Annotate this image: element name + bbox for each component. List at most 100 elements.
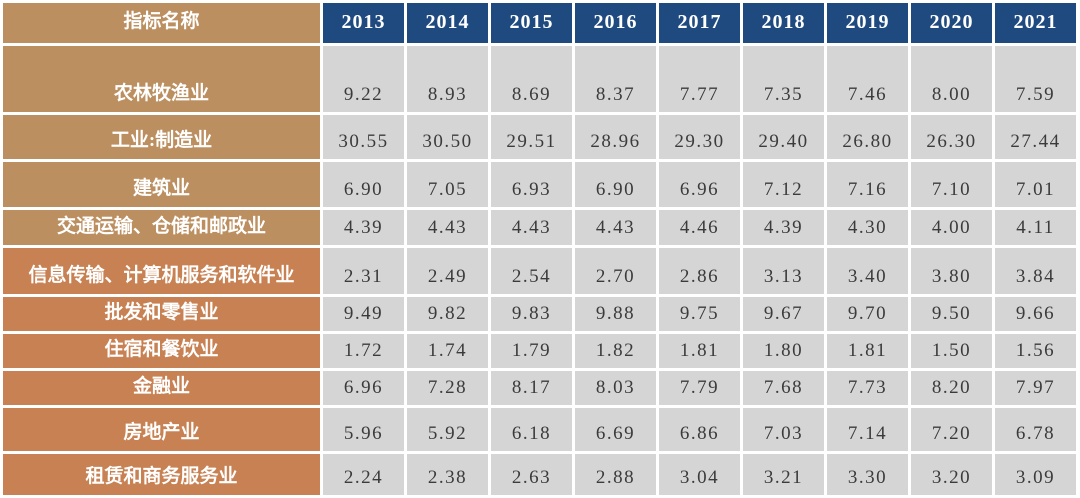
header-row: 指标名称 2013 2014 2015 2016 2017 2018 2019 2020 202…: [3, 3, 1076, 43]
value-cell: 8.37: [575, 46, 656, 112]
year-header-2015: 2015: [491, 3, 572, 43]
value-cell: 1.81: [659, 334, 740, 368]
value-cell: 7.59: [995, 46, 1076, 112]
value-cell: 2.31: [323, 248, 404, 294]
year-header-2019: 2019: [827, 3, 908, 43]
value-cell: 9.49: [323, 297, 404, 331]
value-cell: 3.21: [743, 454, 824, 495]
value-cell: 3.09: [995, 454, 1076, 495]
value-cell: 3.40: [827, 248, 908, 294]
value-cell: 9.66: [995, 297, 1076, 331]
value-cell: 1.79: [491, 334, 572, 368]
value-cell: 26.80: [827, 115, 908, 159]
table-row: 工业:制造业 30.55 30.50 29.51 28.96 29.30 29.40 26.8…: [3, 115, 1076, 159]
value-cell: 1.72: [323, 334, 404, 368]
value-cell: 3.80: [911, 248, 992, 294]
value-cell: 9.82: [407, 297, 488, 331]
row-label: 信息传输、计算机服务和软件业: [3, 248, 320, 294]
value-cell: 7.20: [911, 408, 992, 451]
value-cell: 3.30: [827, 454, 908, 495]
value-cell: 7.35: [743, 46, 824, 112]
value-cell: 4.43: [491, 210, 572, 245]
value-cell: 8.69: [491, 46, 572, 112]
table-row: 住宿和餐饮业 1.72 1.74 1.79 1.82 1.81 1.80 1.81 1.50 1.…: [3, 334, 1076, 368]
value-cell: 9.88: [575, 297, 656, 331]
value-cell: 1.74: [407, 334, 488, 368]
value-cell: 8.00: [911, 46, 992, 112]
year-header-2021: 2021: [995, 3, 1076, 43]
value-cell: 29.51: [491, 115, 572, 159]
value-cell: 2.54: [491, 248, 572, 294]
value-cell: 7.16: [827, 162, 908, 207]
value-cell: 7.01: [995, 162, 1076, 207]
value-cell: 1.81: [827, 334, 908, 368]
value-cell: 7.28: [407, 371, 488, 405]
row-label: 住宿和餐饮业: [3, 334, 320, 368]
value-cell: 5.96: [323, 408, 404, 451]
value-cell: 7.14: [827, 408, 908, 451]
value-cell: 8.17: [491, 371, 572, 405]
value-cell: 7.77: [659, 46, 740, 112]
value-cell: 2.24: [323, 454, 404, 495]
header-indicator-name: 指标名称: [3, 3, 320, 43]
value-cell: 1.50: [911, 334, 992, 368]
value-cell: 7.10: [911, 162, 992, 207]
value-cell: 1.82: [575, 334, 656, 368]
table-row: 批发和零售业 9.49 9.82 9.83 9.88 9.75 9.67 9.70 9.50 9.…: [3, 297, 1076, 331]
value-cell: 27.44: [995, 115, 1076, 159]
value-cell: 30.55: [323, 115, 404, 159]
value-cell: 7.12: [743, 162, 824, 207]
year-header-2014: 2014: [407, 3, 488, 43]
value-cell: 7.97: [995, 371, 1076, 405]
table-row: 交通运输、仓储和邮政业 4.39 4.43 4.43 4.43 4.46 4.39 4.30 4…: [3, 210, 1076, 245]
value-cell: 9.83: [491, 297, 572, 331]
table-row: 租赁和商务服务业 2.24 2.38 2.63 2.88 3.04 3.21 3.30 3.20…: [3, 454, 1076, 495]
value-cell: 7.73: [827, 371, 908, 405]
value-cell: 6.90: [323, 162, 404, 207]
row-label: 金融业: [3, 371, 320, 405]
value-cell: 7.79: [659, 371, 740, 405]
value-cell: 4.43: [407, 210, 488, 245]
value-cell: 26.30: [911, 115, 992, 159]
value-cell: 7.03: [743, 408, 824, 451]
value-cell: 6.18: [491, 408, 572, 451]
row-label: 交通运输、仓储和邮政业: [3, 210, 320, 245]
value-cell: 6.78: [995, 408, 1076, 451]
value-cell: 29.40: [743, 115, 824, 159]
value-cell: 3.20: [911, 454, 992, 495]
value-cell: 2.70: [575, 248, 656, 294]
row-label: 农林牧渔业: [3, 46, 320, 112]
value-cell: 2.38: [407, 454, 488, 495]
value-cell: 4.39: [323, 210, 404, 245]
value-cell: 6.69: [575, 408, 656, 451]
value-cell: 4.00: [911, 210, 992, 245]
row-label: 租赁和商务服务业: [3, 454, 320, 495]
row-label: 工业:制造业: [3, 115, 320, 159]
value-cell: 8.20: [911, 371, 992, 405]
year-header-2017: 2017: [659, 3, 740, 43]
value-cell: 9.50: [911, 297, 992, 331]
value-cell: 6.90: [575, 162, 656, 207]
row-label: 建筑业: [3, 162, 320, 207]
value-cell: 30.50: [407, 115, 488, 159]
value-cell: 9.70: [827, 297, 908, 331]
value-cell: 1.56: [995, 334, 1076, 368]
value-cell: 28.96: [575, 115, 656, 159]
value-cell: 9.67: [743, 297, 824, 331]
year-header-2018: 2018: [743, 3, 824, 43]
value-cell: 3.04: [659, 454, 740, 495]
value-cell: 7.05: [407, 162, 488, 207]
value-cell: 4.39: [743, 210, 824, 245]
value-cell: 4.11: [995, 210, 1076, 245]
value-cell: 4.46: [659, 210, 740, 245]
value-cell: 5.92: [407, 408, 488, 451]
year-header-2020: 2020: [911, 3, 992, 43]
value-cell: 7.68: [743, 371, 824, 405]
value-cell: 6.96: [323, 371, 404, 405]
row-label: 房地产业: [3, 408, 320, 451]
row-label: 批发和零售业: [3, 297, 320, 331]
value-cell: 4.43: [575, 210, 656, 245]
year-header-2016: 2016: [575, 3, 656, 43]
value-cell: 8.03: [575, 371, 656, 405]
